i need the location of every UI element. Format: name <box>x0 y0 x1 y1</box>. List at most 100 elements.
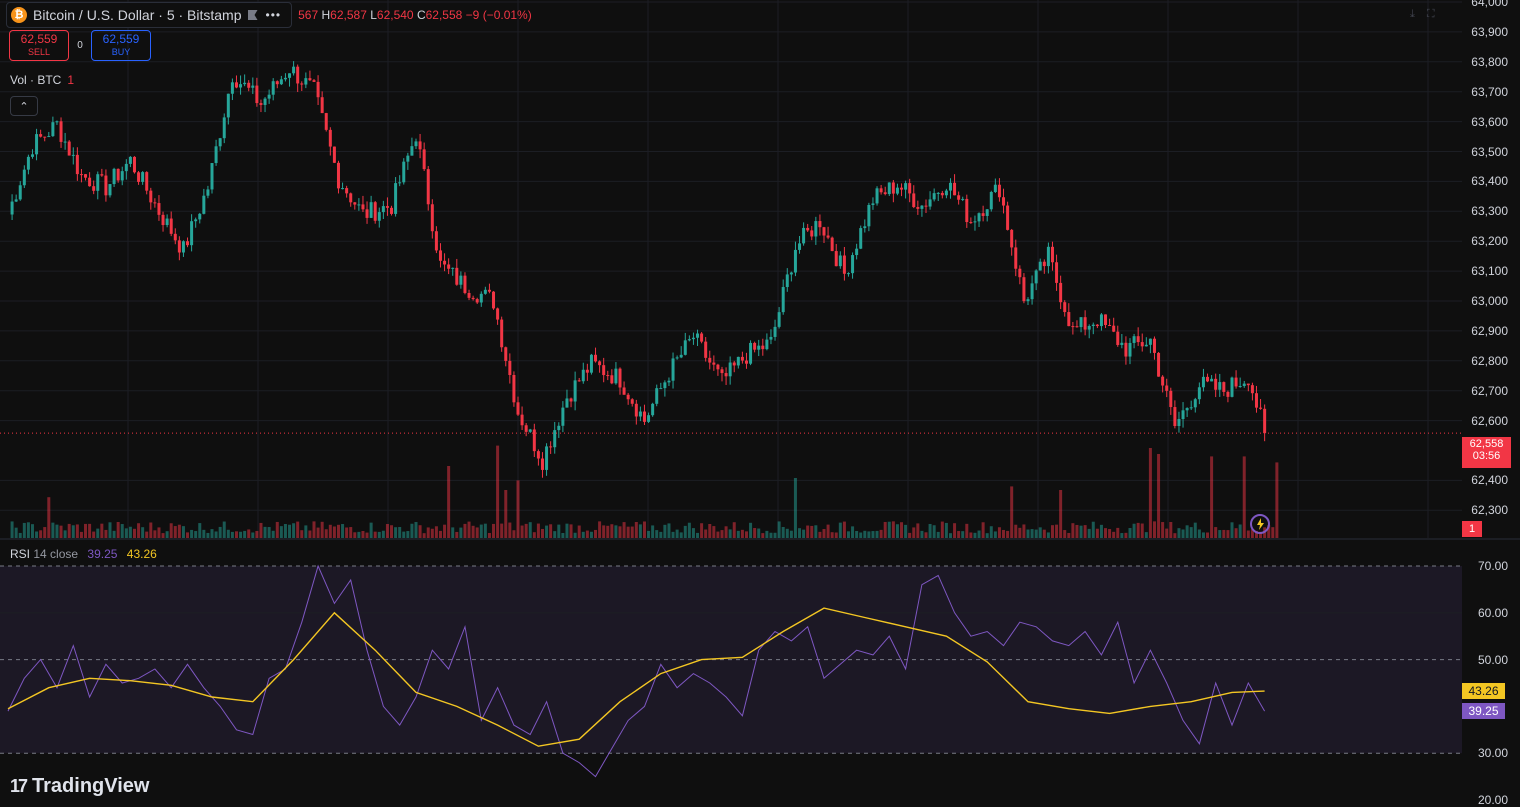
volume-legend[interactable]: Vol · BTC 1 <box>10 73 74 87</box>
candle-body <box>1034 270 1038 284</box>
volume-bar <box>687 522 691 538</box>
volume-bar <box>993 531 997 538</box>
candle-body <box>71 154 75 156</box>
flag-icon[interactable] <box>247 10 258 20</box>
more-icon[interactable]: ••• <box>265 8 282 22</box>
fullscreen-icon[interactable]: ⛶ <box>1426 8 1435 20</box>
rsi-legend[interactable]: RSI 14 close 39.25 43.26 <box>10 547 157 561</box>
last-price-tag: 62,558 03:56 <box>1462 437 1511 468</box>
symbol-title[interactable]: Bitcoin / U.S. Dollar · 5 · Bitstamp <box>33 7 242 23</box>
volume-bar <box>553 531 557 538</box>
volume-bar <box>365 532 369 538</box>
candle-body <box>1002 197 1006 206</box>
candle-body <box>1185 408 1189 411</box>
volume-bar <box>900 522 904 538</box>
volume-bar <box>67 523 71 538</box>
volume-bar <box>765 530 769 538</box>
candle-body <box>1128 342 1132 357</box>
candle-body <box>259 103 263 105</box>
volume-bar <box>1034 529 1038 538</box>
candle-body <box>1026 299 1030 302</box>
candle-body <box>1157 352 1161 377</box>
candle-body <box>532 429 536 452</box>
candle-body <box>536 451 540 459</box>
candle-body <box>744 360 748 364</box>
candle-body <box>973 221 977 223</box>
volume-bar <box>1059 490 1063 538</box>
price-axis[interactable]: 64,000 63,900 63,800 63,700 63,600 63,500 63,4… <box>1462 0 1520 807</box>
volume-bar <box>614 525 618 538</box>
volume-bar <box>438 530 442 538</box>
candle-body <box>324 113 328 130</box>
volume-bar <box>744 531 748 538</box>
volume-bar <box>573 532 577 538</box>
candle-body <box>308 78 312 81</box>
candle-body <box>647 415 651 422</box>
volume-bar <box>1120 533 1124 538</box>
bitcoin-icon: ₿ <box>11 7 27 23</box>
volume-bar <box>141 527 145 538</box>
candle-body <box>316 81 320 98</box>
candle-body <box>1238 386 1242 388</box>
volume-bar <box>1075 524 1079 538</box>
candle-body <box>157 203 161 215</box>
tradingview-logo[interactable]: 17 TradingView <box>10 775 149 798</box>
volume-bar <box>341 524 345 538</box>
price-tick-label: 63,200 <box>1471 234 1508 249</box>
volume-bar <box>944 522 948 538</box>
volume-bar <box>798 528 802 538</box>
candle-body <box>88 177 92 187</box>
volume-bar <box>239 531 243 538</box>
candle-body <box>124 163 128 172</box>
volume-bar <box>924 532 928 538</box>
volume-bar <box>1091 521 1095 538</box>
volume-bar <box>1124 532 1128 538</box>
volume-bar <box>793 478 797 538</box>
volume-bar <box>508 522 512 538</box>
volume-bar <box>1136 522 1140 538</box>
volume-bar <box>973 532 977 538</box>
candles <box>10 61 1267 478</box>
volume-bar <box>18 532 22 538</box>
candle-body <box>638 411 642 417</box>
volume-bar <box>1165 528 1169 538</box>
volume-bar <box>667 523 671 538</box>
symbol-box[interactable]: ₿ Bitcoin / U.S. Dollar · 5 · Bitstamp •… <box>6 2 293 28</box>
candle-body <box>92 186 96 191</box>
volume-bar <box>757 528 761 538</box>
volume-bar <box>916 523 920 538</box>
candle-body <box>769 336 773 340</box>
volume-bar <box>153 530 157 538</box>
volume-bar <box>169 523 173 538</box>
candle-body <box>863 226 867 229</box>
volume-bar <box>1189 527 1193 538</box>
volume-bar <box>369 522 373 538</box>
sell-button[interactable]: 62,559 SELL <box>9 30 69 61</box>
lightning-icon[interactable] <box>1250 514 1270 534</box>
collapse-legend-button[interactable]: ⌃ <box>10 96 38 116</box>
candle-body <box>993 184 997 192</box>
rsi-lines <box>7 564 1266 778</box>
volume-bar <box>1087 528 1091 538</box>
volume-bar <box>59 525 63 538</box>
candle-body <box>320 97 324 114</box>
volume-bar <box>1242 456 1246 538</box>
candle-body <box>1055 262 1059 283</box>
candle-body <box>512 374 516 403</box>
buy-button[interactable]: 62,559 BUY <box>91 30 151 61</box>
candle-body <box>218 138 222 147</box>
candle-body <box>1250 385 1254 394</box>
volume-bar <box>422 533 426 538</box>
volume-bar <box>63 530 67 538</box>
candle-body <box>161 214 165 226</box>
candle-body <box>422 149 426 170</box>
download-icon[interactable]: ⤓ <box>1410 8 1415 20</box>
volume-bar <box>414 522 418 538</box>
candle-body <box>948 182 952 191</box>
volume-bar <box>312 521 316 538</box>
candle-body <box>793 249 797 273</box>
candle-body <box>100 174 104 176</box>
volume-bar <box>642 521 646 538</box>
volume-bar <box>373 531 377 538</box>
